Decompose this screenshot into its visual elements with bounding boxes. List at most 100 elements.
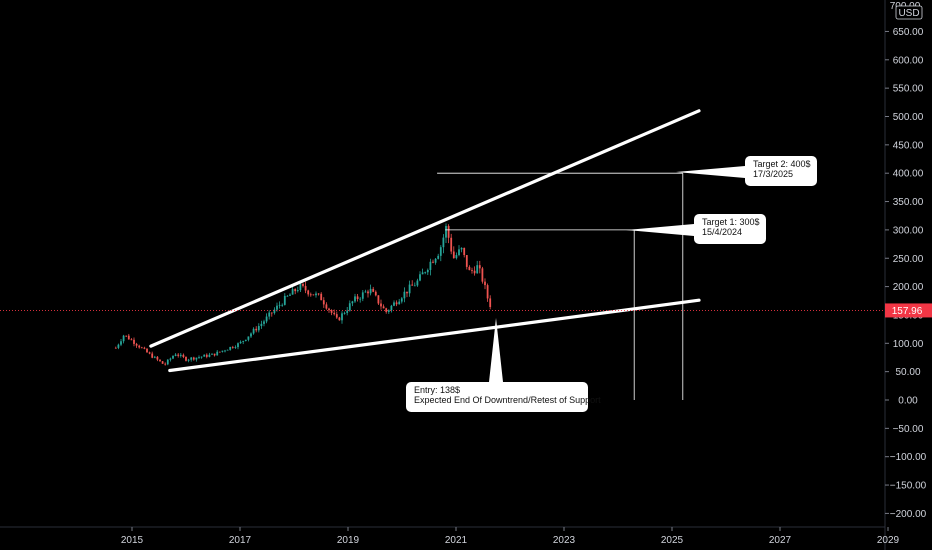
candle — [221, 350, 224, 353]
candle — [208, 352, 211, 358]
last-price-label: 157.96 — [892, 306, 923, 317]
candle — [242, 340, 245, 345]
candle — [398, 298, 401, 305]
candle — [169, 357, 172, 362]
last-price-marker: 157.96 — [0, 303, 932, 318]
callouts: Target 2: 400$17/3/2025 Target 1: 300$15/… — [406, 156, 817, 412]
candle — [172, 355, 174, 360]
candle — [278, 301, 281, 309]
price-tick-label: 550.00 — [893, 84, 924, 95]
candle — [296, 286, 299, 293]
candle — [174, 353, 177, 357]
candle — [471, 267, 473, 274]
candle — [195, 357, 198, 362]
price-tick-label: 600.00 — [893, 55, 924, 66]
callout-pointer — [626, 224, 694, 236]
candle — [151, 351, 154, 359]
candle — [307, 289, 310, 297]
candle — [286, 295, 289, 297]
candle — [187, 358, 190, 363]
candle — [153, 355, 156, 359]
candle — [231, 345, 234, 349]
callout-text: Target 2: 400$ — [753, 159, 811, 169]
candle — [369, 284, 372, 296]
candle — [205, 353, 208, 359]
time-axis[interactable]: 2015 2017 2019 2021 2023 2025 2027 2029 — [0, 526, 900, 546]
price-tick-label: −150.00 — [890, 481, 927, 492]
candle — [486, 283, 489, 302]
candle — [164, 362, 167, 366]
candle — [458, 245, 460, 257]
candle — [442, 234, 445, 254]
candle — [372, 286, 375, 293]
candle — [281, 303, 284, 307]
candle — [338, 316, 341, 321]
candle — [424, 271, 427, 275]
candle — [413, 282, 416, 287]
currency-badge[interactable] — [895, 5, 923, 20]
candle — [190, 356, 193, 362]
candles — [114, 223, 492, 366]
candle — [380, 299, 382, 310]
candle — [348, 300, 351, 312]
candle — [143, 346, 146, 350]
candle — [400, 296, 403, 304]
candle — [117, 343, 120, 350]
price-tick-label: 200.00 — [893, 282, 924, 293]
candle — [273, 307, 276, 315]
candle — [429, 258, 432, 276]
candle — [239, 340, 242, 344]
candle — [252, 327, 255, 335]
candle — [354, 293, 356, 303]
time-tick-label: 2015 — [121, 535, 144, 546]
candle — [315, 291, 317, 298]
candle — [182, 353, 185, 359]
candle — [283, 293, 286, 306]
time-tick-label: 2019 — [337, 535, 360, 546]
candle — [364, 289, 367, 293]
candle — [478, 260, 481, 274]
price-axis[interactable]: 700.00 USD 650.00600.00550.00500.00450.0… — [884, 0, 927, 550]
callout-pointer — [676, 166, 745, 178]
candle — [120, 339, 122, 347]
callout-text: Entry: 138$ — [414, 385, 460, 395]
candle — [468, 265, 471, 271]
candle — [312, 294, 315, 296]
candle — [481, 266, 484, 284]
price-tick-label: 0.00 — [898, 396, 918, 407]
candle — [161, 361, 164, 364]
candle — [393, 300, 395, 307]
candle — [484, 278, 486, 290]
candle — [200, 356, 203, 359]
candle — [302, 283, 304, 288]
candle — [419, 271, 421, 282]
candle — [346, 307, 349, 316]
candle — [265, 313, 268, 324]
candle — [198, 355, 200, 359]
candle — [192, 356, 195, 361]
price-tick-label: 350.00 — [893, 197, 924, 208]
candle — [125, 335, 128, 338]
entry-callout: Entry: 138$Expected End Of Downtrend/Ret… — [406, 318, 601, 412]
candle — [437, 253, 440, 260]
candle — [257, 323, 260, 333]
callout-text: Target 1: 300$ — [702, 217, 760, 227]
candle — [460, 247, 463, 253]
target-2-callout: Target 2: 400$17/3/2025 — [676, 156, 817, 186]
candle — [317, 293, 320, 296]
candle — [489, 295, 492, 310]
price-tick-label: 300.00 — [893, 225, 924, 236]
candle — [263, 319, 265, 327]
candle — [411, 280, 414, 286]
callout-box — [406, 382, 588, 412]
price-tick-label: 450.00 — [893, 140, 924, 151]
candle — [185, 356, 187, 362]
candle — [447, 224, 450, 244]
candle — [140, 346, 143, 349]
candle — [416, 278, 419, 287]
candle — [439, 245, 442, 262]
candle — [203, 354, 206, 357]
candle — [289, 293, 291, 296]
time-tick-label: 2021 — [445, 535, 468, 546]
